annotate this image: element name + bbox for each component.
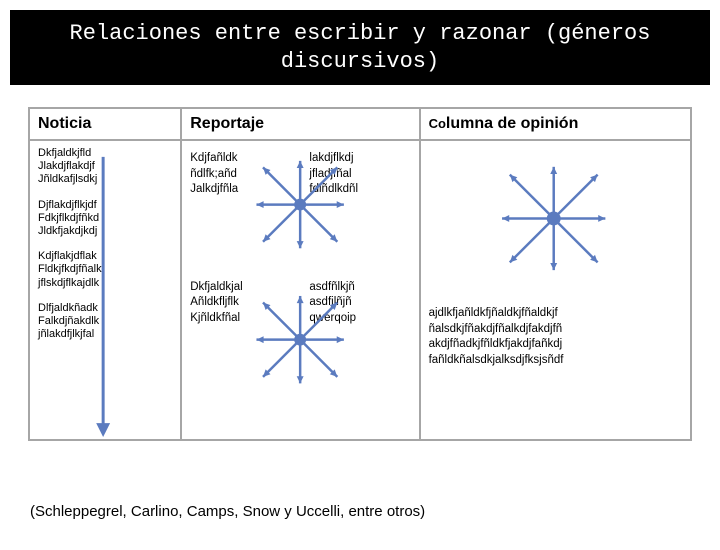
- reportaje-top-block: Kdjfañldk ñdlfk;añd Jalkdjfñla lakdjflkd…: [190, 151, 410, 198]
- noticia-para-4: Dlfjaldkñadk Falkdjñakdlk jñlakdfjlkjfal: [38, 302, 172, 342]
- page-title: Relaciones entre escribir y razonar (gén…: [10, 10, 710, 85]
- header-opinion: Columna de opinión: [420, 108, 691, 140]
- noticia-para-3: Kdjflakjdflak Fldkjfkdjfñalk jflskdjflka…: [38, 250, 172, 290]
- genre-table: Noticia Reportaje Columna de opinión Dkf…: [28, 107, 692, 441]
- reportaje-top-right: lakdjflkdj jfladjfñal fdlñdlkdñl: [309, 151, 410, 198]
- reportaje-bottom-block: Dkfjaldkjal Añldkfljflk Kjñldkfñal asdfñ…: [190, 280, 410, 327]
- cell-reportaje: Kdjfañldk ñdlfk;añd Jalkdjfñla lakdjflkd…: [181, 140, 419, 440]
- header-opinion-post: lumna de opinión: [446, 115, 578, 132]
- noticia-para-2: Djflakdjflkjdf Fdkjflkdjfñkd Jldkfjakdjk…: [38, 199, 172, 239]
- header-noticia: Noticia: [29, 108, 181, 140]
- cell-noticia: Dkfjaldkjfld Jlakdjflakdjf Jñldkafjlsdkj…: [29, 140, 181, 440]
- header-opinion-pre: Co: [429, 116, 446, 131]
- citation-text: (Schleppegrel, Carlino, Camps, Snow y Uc…: [30, 503, 425, 520]
- reportaje-bot-right: asdfñlkjñ asdfjlñjñ qwerqoip: [309, 280, 410, 327]
- opinion-star-icon: [421, 141, 690, 439]
- reportaje-bot-left: Dkfjaldkjal Añldkfljflk Kjñldkfñal: [190, 280, 291, 327]
- reportaje-top-left: Kdjfañldk ñdlfk;añd Jalkdjfñla: [190, 151, 291, 198]
- cell-opinion: ajdlkfjañldkfjñaldkjfñaldkjf ñalsdkjfñak…: [420, 140, 691, 440]
- header-reportaje: Reportaje: [181, 108, 419, 140]
- opinion-paragraph: ajdlkfjañldkfjñaldkjfñaldkjf ñalsdkjfñak…: [429, 306, 682, 368]
- noticia-para-1: Dkfjaldkjfld Jlakdjflakdjf Jñldkafjlsdkj: [38, 147, 172, 187]
- body-row: Dkfjaldkjfld Jlakdjflakdjf Jñldkafjlsdkj…: [29, 140, 691, 440]
- header-row: Noticia Reportaje Columna de opinión: [29, 108, 691, 140]
